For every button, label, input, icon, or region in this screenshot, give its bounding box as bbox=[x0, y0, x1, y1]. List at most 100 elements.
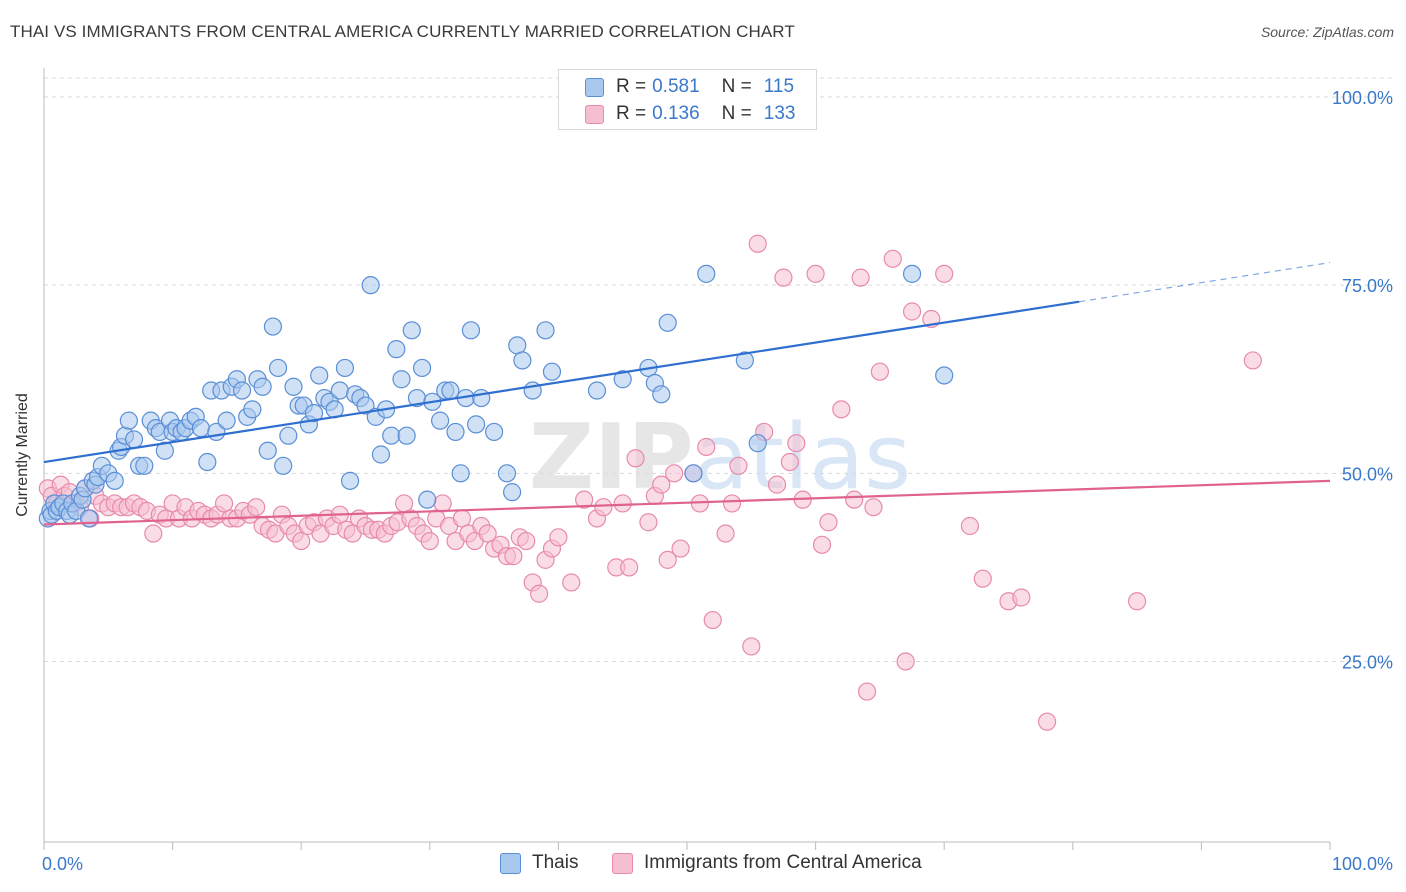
data-point bbox=[883, 249, 902, 268]
y-tick-label: 75.0% bbox=[1342, 276, 1393, 296]
data-point bbox=[748, 434, 767, 453]
data-point bbox=[292, 531, 311, 551]
data-point bbox=[562, 573, 581, 592]
data-point bbox=[503, 483, 522, 502]
data-point bbox=[361, 276, 380, 295]
r-label: R = bbox=[616, 76, 647, 97]
data-point bbox=[392, 370, 411, 389]
axes bbox=[43, 68, 1331, 850]
thais-trend-line bbox=[43, 300, 1080, 464]
tick-labels: 25.0% 50.0% 75.0% 100.0% 0.0% 100.0% bbox=[42, 88, 1393, 874]
data-point bbox=[394, 494, 414, 513]
data-point bbox=[902, 264, 922, 283]
data-point bbox=[461, 321, 481, 340]
data-point bbox=[310, 366, 329, 385]
data-point bbox=[658, 313, 677, 332]
data-point bbox=[402, 321, 421, 340]
data-point bbox=[1243, 351, 1262, 370]
data-point bbox=[513, 351, 532, 370]
data-point bbox=[1037, 712, 1057, 731]
data-point bbox=[217, 411, 236, 430]
data-point bbox=[420, 531, 439, 551]
stats-legend: R = 0.581 N = 115 R = 0.136 N = 133 bbox=[558, 69, 817, 130]
data-point bbox=[857, 682, 877, 701]
data-point bbox=[864, 498, 883, 517]
legend-label: Thais bbox=[532, 852, 579, 873]
trend-lines bbox=[43, 261, 1331, 526]
x-tick-label: 0.0% bbox=[42, 854, 83, 874]
data-point bbox=[542, 362, 562, 381]
data-point bbox=[658, 550, 677, 569]
data-point bbox=[412, 358, 432, 378]
data-point bbox=[742, 637, 761, 656]
data-point bbox=[613, 370, 632, 389]
data-point bbox=[79, 509, 99, 528]
thais-swatch bbox=[585, 77, 604, 97]
grid-lines bbox=[44, 77, 1395, 662]
n-label: N = bbox=[721, 76, 752, 97]
x-tick-label: 100.0% bbox=[1332, 854, 1393, 874]
data-point bbox=[451, 464, 470, 483]
data-point bbox=[613, 494, 632, 513]
data-point bbox=[247, 498, 266, 517]
data-point bbox=[697, 264, 716, 283]
data-point bbox=[198, 452, 217, 472]
data-point bbox=[191, 419, 210, 438]
data-point bbox=[504, 547, 523, 566]
data-point bbox=[517, 531, 536, 551]
data-point bbox=[806, 264, 825, 283]
data-point bbox=[397, 426, 416, 445]
y-tick-label: 50.0% bbox=[1342, 464, 1393, 484]
series-thais-points bbox=[38, 264, 954, 528]
data-point bbox=[620, 558, 639, 577]
data-point bbox=[135, 456, 154, 475]
data-point bbox=[485, 422, 504, 442]
r-label: R = bbox=[616, 103, 647, 124]
data-point bbox=[902, 302, 922, 321]
data-point bbox=[433, 494, 452, 513]
thais-legend-swatch bbox=[500, 852, 521, 874]
data-point bbox=[626, 449, 645, 468]
data-point bbox=[1012, 588, 1031, 607]
data-point bbox=[144, 524, 163, 543]
data-point bbox=[767, 475, 787, 494]
legend-label: Immigrants from Central America bbox=[644, 852, 922, 873]
data-point bbox=[268, 358, 288, 378]
series-legend: Thais Immigrants from Central America bbox=[0, 852, 1406, 878]
data-point bbox=[787, 434, 806, 453]
immigrants-swatch bbox=[585, 104, 604, 124]
data-point bbox=[703, 610, 722, 630]
n-value: 115 bbox=[763, 76, 795, 97]
data-point bbox=[530, 584, 549, 603]
data-point bbox=[735, 351, 754, 370]
data-point bbox=[639, 513, 658, 532]
legend-item-thais[interactable]: Thais bbox=[500, 852, 578, 874]
data-point bbox=[536, 321, 555, 340]
data-point bbox=[335, 358, 355, 378]
data-point bbox=[960, 516, 980, 536]
data-point bbox=[441, 381, 460, 400]
data-point bbox=[684, 464, 703, 483]
data-point bbox=[124, 430, 144, 449]
data-point bbox=[253, 377, 272, 396]
data-point bbox=[243, 400, 262, 419]
y-tick-label: 100.0% bbox=[1332, 88, 1393, 108]
data-point bbox=[446, 422, 465, 442]
data-point bbox=[716, 524, 735, 543]
data-point bbox=[387, 340, 406, 359]
r-value: 0.581 bbox=[652, 76, 700, 97]
data-point bbox=[105, 471, 124, 490]
chart-title: THAI VS IMMIGRANTS FROM CENTRAL AMERICA … bbox=[10, 22, 795, 41]
data-point bbox=[119, 411, 138, 430]
data-point bbox=[722, 494, 742, 513]
series-immigrants-points bbox=[38, 234, 1262, 731]
legend-item-immigrants[interactable]: Immigrants from Central America bbox=[612, 852, 922, 874]
data-point bbox=[279, 426, 298, 445]
data-point bbox=[812, 535, 832, 554]
data-point bbox=[274, 456, 293, 475]
data-point bbox=[652, 385, 671, 404]
data-point bbox=[430, 411, 450, 430]
data-point bbox=[935, 366, 954, 385]
data-point bbox=[330, 381, 349, 400]
data-point bbox=[452, 509, 472, 528]
